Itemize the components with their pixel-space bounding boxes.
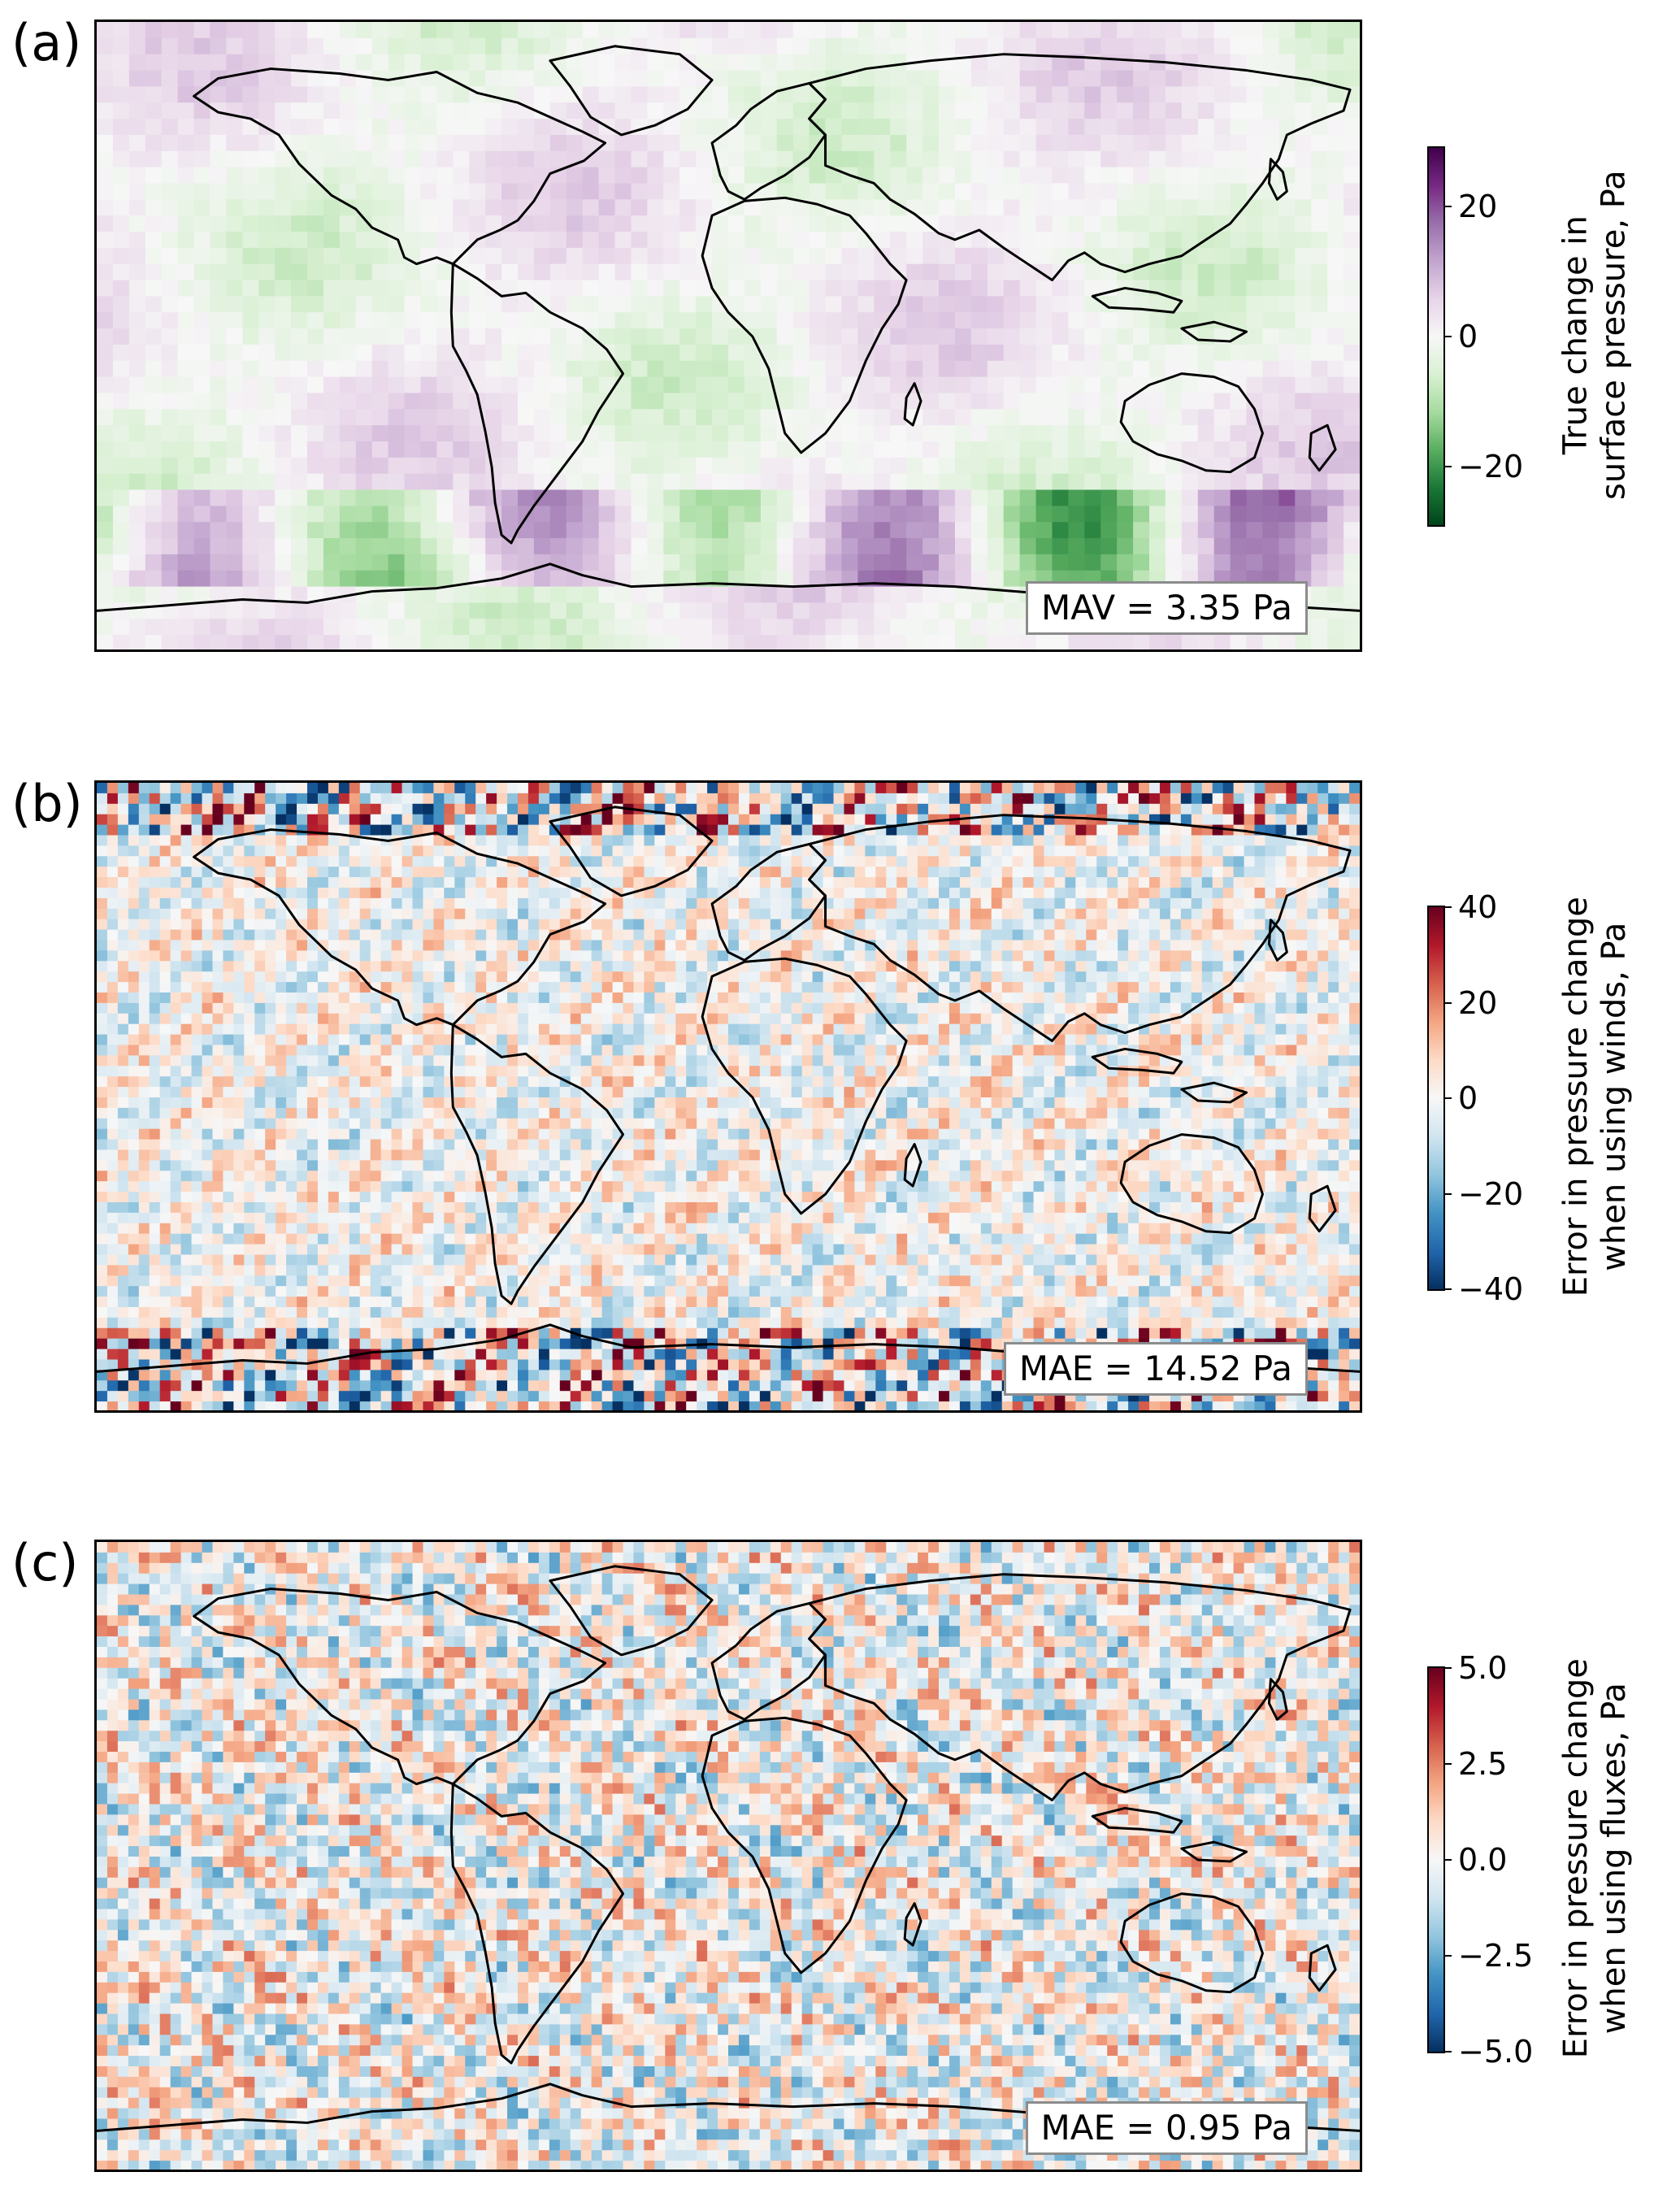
mav-annotation: MAV = 3.35 Pa (1026, 580, 1308, 635)
coastline (701, 957, 908, 1215)
coastline (1267, 919, 1288, 962)
coastline (903, 1902, 922, 1947)
coastline (1308, 424, 1337, 472)
colorbar-title: True change in surface pressure, Pa (1557, 170, 1634, 500)
map-frame: MAV = 3.35 Pa (94, 20, 1362, 652)
colorbar-tick-label: 0.0 (1458, 1842, 1508, 1878)
colorbar-tick-label: 0 (1458, 1080, 1478, 1116)
colorbar-tick-label: 2.5 (1458, 1746, 1508, 1782)
coastline (1119, 372, 1264, 474)
colorbar-gradient (1429, 148, 1443, 525)
field-cells (97, 22, 1360, 649)
coastline (808, 814, 1352, 1043)
world-map-field (97, 22, 1360, 649)
colorbar-title-line2: surface pressure, Pa (1595, 170, 1633, 500)
colorbar-tick (1443, 2051, 1452, 2052)
colorbar-tick-label: 20 (1458, 984, 1498, 1021)
colorbar-gradient (1429, 1668, 1443, 2052)
colorbar-gradient (1429, 907, 1443, 1289)
colorbar-tick (1443, 1859, 1452, 1861)
colorbar-tick-label: −20 (1458, 1175, 1524, 1212)
coastline (193, 1588, 607, 1786)
colorbar-tick (1443, 466, 1452, 467)
coastline (549, 806, 714, 897)
colorbar-title-line1: True change in (1556, 215, 1595, 455)
coastline (1267, 1678, 1288, 1721)
colorbar-title: Error in pressure change when using wind… (1557, 897, 1634, 1297)
coastline (1119, 1133, 1264, 1235)
coastline (1091, 286, 1183, 314)
colorbar-fill (1429, 1668, 1443, 2052)
coastline (193, 67, 607, 266)
coastline (903, 1143, 922, 1188)
coastline (1091, 1806, 1183, 1834)
panel-c: (c) MAE = 0.95 Pa Error in pressure chan… (0, 1520, 1680, 2198)
coastline (701, 196, 908, 454)
coastline (449, 1783, 624, 2065)
colorbar-tick (1443, 1667, 1452, 1669)
coastline (903, 382, 922, 427)
colorbar-tick-label: 40 (1458, 889, 1498, 925)
coastline (808, 53, 1352, 282)
coastline (701, 1716, 908, 1974)
colorbar-tick (1443, 906, 1452, 908)
colorbar-tick-label: 5.0 (1458, 1650, 1508, 1686)
mae-annotation: MAE = 14.52 Pa (1003, 1341, 1308, 1396)
colorbar-tick (1443, 1001, 1452, 1004)
mae-annotation: MAE = 0.95 Pa (1025, 2100, 1308, 2155)
colorbar-tick-label: −2.5 (1458, 1938, 1534, 1974)
world-map-field (97, 783, 1360, 1410)
colorbar-tick-label: 20 (1458, 189, 1498, 224)
coastline (1180, 1840, 1248, 1863)
coastline (1267, 158, 1288, 201)
colorbar-title-line2: when using fluxes, Pa (1595, 1683, 1634, 2035)
colorbar-tick (1443, 1763, 1452, 1765)
colorbar-tick-label: −5.0 (1458, 2034, 1534, 2070)
coastline (1180, 1081, 1248, 1104)
colorbar (1427, 906, 1445, 1291)
map-frame: MAE = 14.52 Pa (94, 780, 1362, 1413)
coastline (1308, 1944, 1337, 1992)
panel-label: (b) (11, 774, 83, 833)
colorbar-tick (1443, 336, 1452, 337)
coastline (808, 1573, 1352, 1802)
panel-b: (b) MAE = 14.52 Pa Error in pressure cha… (0, 761, 1680, 1492)
colorbar-tick-label: −20 (1458, 449, 1524, 484)
colorbar-tick (1443, 1192, 1452, 1195)
colorbar-fill (1429, 148, 1443, 525)
coastline (1180, 320, 1248, 343)
colorbar-tick-label: 0 (1458, 319, 1478, 354)
colorbar-title-line2: when using winds, Pa (1595, 922, 1634, 1271)
field-cells (97, 783, 1360, 1410)
field-cells (97, 1542, 1360, 2170)
coastline (549, 1565, 714, 1657)
colorbar-tick-label: −40 (1458, 1271, 1524, 1307)
panel-a: (a) MAV = 3.35 Pa True change in surface… (0, 0, 1680, 732)
panel-label: (a) (11, 13, 82, 72)
colorbar-tick (1443, 1288, 1452, 1290)
coastline (449, 1023, 624, 1305)
colorbar (1427, 1666, 1445, 2053)
coastline (193, 828, 607, 1027)
colorbar-tick (1443, 1955, 1452, 1957)
colorbar (1427, 146, 1445, 527)
coastline (1119, 1892, 1264, 1994)
world-map-field (97, 1542, 1360, 2170)
colorbar-tick (1443, 206, 1452, 207)
colorbar-title: Error in pressure change when using flux… (1557, 1658, 1634, 2058)
coastline (1308, 1184, 1337, 1233)
colorbar-fill (1429, 907, 1443, 1289)
coastline (449, 263, 624, 545)
coastline (549, 45, 714, 137)
colorbar-title-line1: Error in pressure change (1556, 1658, 1595, 2059)
colorbar-tick (1443, 1097, 1452, 1099)
coastlines (97, 806, 1360, 1373)
colorbar-title-line1: Error in pressure change (1556, 897, 1595, 1297)
map-frame: MAE = 0.95 Pa (94, 1540, 1362, 2172)
panel-label: (c) (11, 1533, 79, 1592)
coastline (1091, 1047, 1183, 1075)
